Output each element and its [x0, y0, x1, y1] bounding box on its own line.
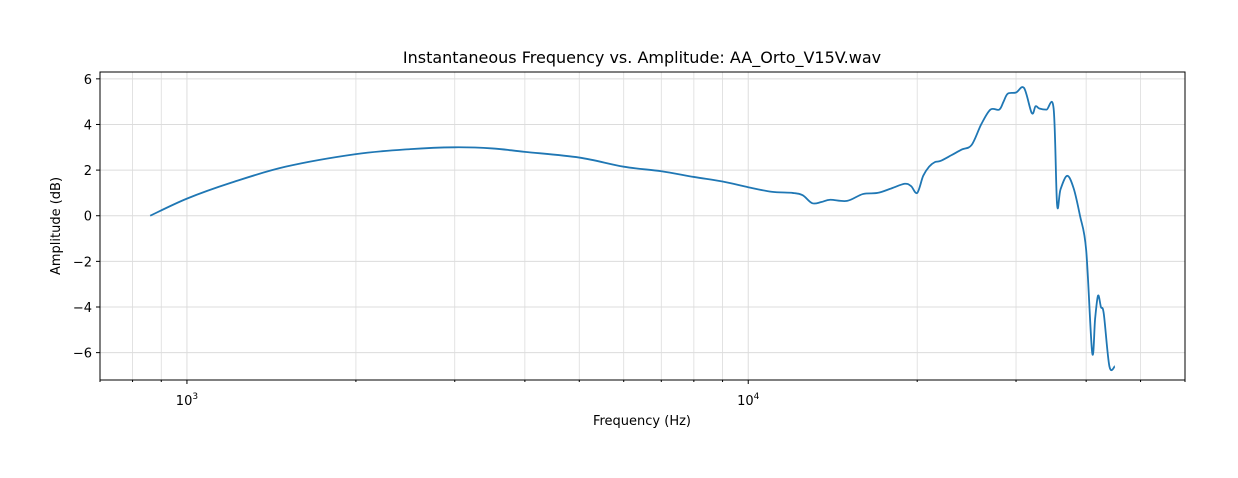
y-axis-title: Amplitude (dB) — [49, 177, 64, 275]
chart-title: Instantaneous Frequency vs. Amplitude: A… — [403, 48, 881, 68]
y-tick-label: 2 — [84, 164, 92, 179]
x-tick-label-exponent: 4 — [754, 392, 760, 402]
series-layer — [149, 86, 1116, 372]
x-tick-label-base: 10 — [176, 394, 193, 409]
x-tick-label-base: 10 — [737, 394, 754, 409]
x-tick-label: 104 — [737, 392, 760, 409]
y-tick-label: 4 — [84, 118, 92, 133]
y-tick-label: 0 — [84, 210, 92, 225]
plot-area-frame — [99, 71, 1186, 381]
grid-lines — [99, 72, 1186, 380]
x-axis-title: Frequency (Hz) — [593, 414, 691, 429]
x-tick-label-exponent: 3 — [192, 392, 198, 402]
x-tick-label: 103 — [176, 392, 198, 409]
y-tick-label: −6 — [73, 347, 92, 362]
series-line — [149, 86, 1116, 372]
y-tick-label: 6 — [84, 73, 92, 88]
y-tick-label: −4 — [73, 301, 92, 316]
y-tick-label: −2 — [73, 255, 92, 270]
